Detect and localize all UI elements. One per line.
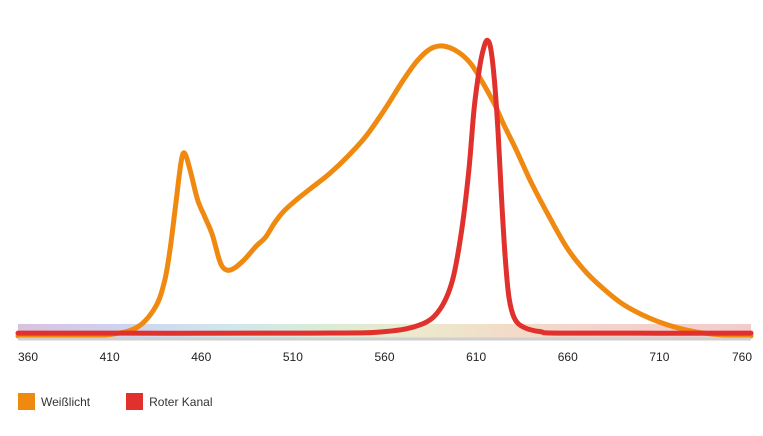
- x-axis-ticks: 360 410 460 510 560 610 660 710 760: [18, 350, 752, 364]
- x-tick-label: 710: [649, 350, 669, 364]
- legend-swatch-weisslicht: [18, 393, 35, 410]
- x-tick-label: 510: [283, 350, 303, 364]
- legend-label-roter-kanal: Roter Kanal: [149, 394, 213, 409]
- x-tick-label: 610: [466, 350, 486, 364]
- x-tick-label: 360: [18, 350, 38, 364]
- x-tick-label: 560: [374, 350, 394, 364]
- series-layer: [15, 37, 754, 339]
- x-tick-label: 410: [100, 350, 120, 364]
- legend-item-roter-kanal: Roter Kanal: [126, 393, 213, 410]
- x-tick-label: 760: [732, 350, 752, 364]
- legend: Weißlicht Roter Kanal: [18, 393, 213, 410]
- legend-item-weisslicht: Weißlicht: [18, 393, 90, 410]
- x-tick-label: 660: [558, 350, 578, 364]
- legend-swatch-roter-kanal: [126, 393, 144, 410]
- series-line-wei-licht: [15, 43, 754, 339]
- x-tick-label: 460: [191, 350, 211, 364]
- series-line-roter-kanal: [15, 37, 754, 336]
- legend-label-weisslicht: Weißlicht: [41, 394, 91, 409]
